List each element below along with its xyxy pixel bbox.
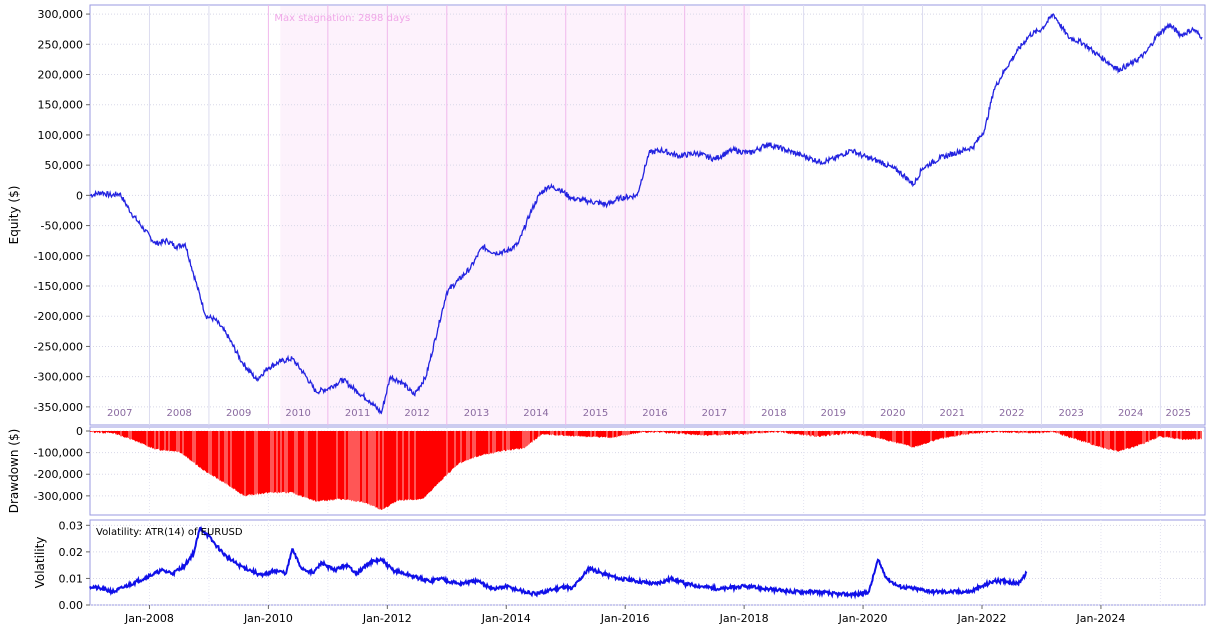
year-label: 2007 — [107, 408, 132, 419]
x-tick-label: Jan-2014 — [481, 612, 531, 625]
volatility-y-ticks: 0.00 0.01 0.02 0.03 — [59, 519, 90, 612]
volatility-tick-label: 0.00 — [59, 599, 84, 612]
x-tick-label: Jan-2024 — [1075, 612, 1125, 625]
year-label: 2021 — [940, 408, 965, 419]
equity-tick-label: 0 — [76, 189, 83, 202]
volatility-tick-label: 0.01 — [59, 572, 84, 585]
year-label: 2017 — [702, 408, 727, 419]
equity-line — [89, 13, 1203, 415]
drawdown-y-ticks: 0 -100,000 -200,000 -300,000 — [34, 425, 90, 503]
volatility-legend: Volatility: ATR(14) of EURUSD — [96, 527, 243, 538]
stagnation-band — [280, 6, 751, 424]
x-tick-label: Jan-2022 — [957, 612, 1007, 625]
x-axis-ticks: Jan-2008 Jan-2010 Jan-2012 Jan-2014 Jan-2016… — [124, 605, 1125, 625]
x-tick-label: Jan-2016 — [600, 612, 650, 625]
equity-tick-label: 50,000 — [45, 159, 84, 172]
year-label: 2022 — [999, 408, 1024, 419]
equity-tick-label: 150,000 — [38, 99, 84, 112]
stagnation-annotation: Max stagnation: 2898 days — [274, 13, 410, 24]
drawdown-tick-label: 0 — [76, 425, 83, 438]
year-label: 2018 — [761, 408, 786, 419]
year-label: 2025 — [1166, 408, 1191, 419]
equity-tick-label: 300,000 — [38, 8, 84, 21]
equity-tick-label: -350,000 — [34, 401, 83, 414]
drawdown-tick-label: -200,000 — [34, 468, 83, 481]
x-tick-label: Jan-2010 — [243, 612, 293, 625]
equity-tick-label: -200,000 — [34, 310, 83, 323]
drawdown-tick-label: -100,000 — [34, 447, 83, 460]
year-label: 2009 — [226, 408, 251, 419]
year-label: 2020 — [880, 408, 905, 419]
drawdown-panel: 0 -100,000 -200,000 -300,000 Drawdown ($) — [7, 425, 1206, 516]
equity-axis-label: Equity ($) — [7, 186, 21, 245]
volatility-grid — [90, 520, 1205, 606]
year-label: 2015 — [583, 408, 608, 419]
volatility-tick-label: 0.02 — [59, 546, 84, 559]
stagnation-region — [280, 6, 751, 424]
equity-tick-label: 100,000 — [38, 129, 84, 142]
year-label: 2013 — [464, 408, 489, 419]
x-tick-label: Jan-2018 — [719, 612, 769, 625]
equity-y-ticks: 300,000 250,000 200,000 150,000 100,000 50,00… — [34, 8, 90, 414]
volatility-tick-label: 0.03 — [59, 519, 84, 532]
volatility-panel: Volatility: ATR(14) of EURUSD 0.000.010.… — [33, 519, 1206, 625]
equity-tick-label: 250,000 — [38, 38, 84, 51]
year-label: 2011 — [345, 408, 370, 419]
x-tick-label: Jan-2008 — [124, 612, 174, 625]
year-label: 2010 — [285, 408, 310, 419]
x-tick-label: Jan-2012 — [362, 612, 412, 625]
equity-tick-label: -50,000 — [41, 220, 83, 233]
volatility-line — [89, 526, 1028, 600]
year-label: 2023 — [1058, 408, 1083, 419]
equity-tick-label: -100,000 — [34, 250, 83, 263]
year-label: 2008 — [166, 408, 191, 419]
drawdown-tick-label: -300,000 — [34, 490, 83, 503]
year-label: 2019 — [821, 408, 846, 419]
equity-tick-label: 200,000 — [38, 68, 84, 81]
year-label: 2012 — [404, 408, 429, 419]
equity-tick-label: -250,000 — [34, 340, 83, 353]
equity-tick-label: -300,000 — [34, 371, 83, 384]
year-label: 2014 — [523, 408, 548, 419]
drawdown-axis-label: Drawdown ($) — [7, 429, 21, 514]
equity-tick-label: -150,000 — [34, 280, 83, 293]
drawdown-stripes — [92, 431, 1202, 513]
year-labels: 2007 2008 2009 2010 2011 2012 2013 2014 2015 2016… — [107, 408, 1191, 419]
drawdown-area — [90, 431, 1202, 510]
year-label: 2016 — [642, 408, 667, 419]
year-label: 2024 — [1118, 408, 1143, 419]
year-lines — [148, 5, 1161, 425]
volatility-axis-label: Volatility — [33, 537, 47, 589]
equity-panel: 2007 2008 2009 2010 2011 2012 2013 2014 2015 2016… — [7, 4, 1206, 426]
x-tick-label: Jan-2020 — [838, 612, 888, 625]
